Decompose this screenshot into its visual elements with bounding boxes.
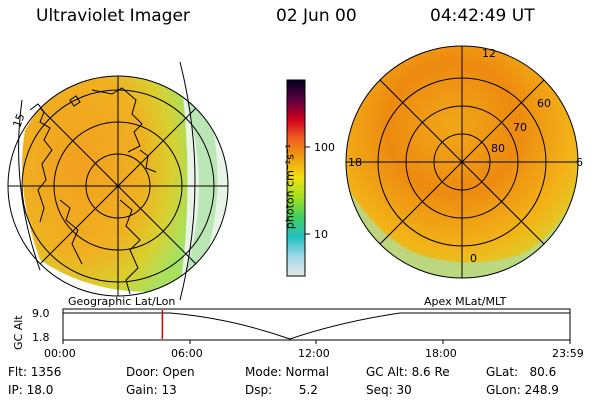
time-label: 04:42:49 UT	[430, 6, 535, 26]
geo-latitude: GLat: 80.6	[486, 365, 557, 379]
coastlines	[29, 87, 157, 295]
mlt-label-6: 6	[576, 156, 583, 169]
mlat-label-70: 70	[513, 121, 527, 134]
mode-value: Mode: Normal	[245, 365, 329, 379]
mlt-label-12: 12	[482, 47, 496, 60]
geographic-caption: Geographic Lat/Lon	[68, 295, 176, 308]
nightside-speckle	[346, 185, 578, 278]
colorbar-tick-10: 10	[314, 228, 328, 241]
mlat-label-80: 80	[491, 142, 505, 155]
door-status: Door: Open	[126, 365, 195, 379]
sequence-number: Seq: 30	[366, 383, 412, 397]
time-tick-1200: 12:00	[298, 347, 330, 360]
time-tick-0000: 00:00	[44, 347, 76, 360]
gain-value: Gain: 13	[126, 383, 177, 397]
time-tick-0600: 06:00	[171, 347, 203, 360]
time-tick-1800: 18:00	[425, 347, 457, 360]
apex-caption: Apex MLat/MLT	[424, 295, 507, 308]
alt-tick-9: 9.0	[32, 307, 50, 320]
app-title: Ultraviolet Imager	[36, 6, 190, 26]
ip-value: IP: 18.0	[8, 383, 54, 397]
mlt-label-18: 18	[348, 156, 362, 169]
mlt-label-0: 0	[470, 252, 477, 265]
dayside-emission	[22, 76, 188, 292]
altitude-axis-label: GC Alt	[12, 315, 25, 350]
dsp-value: Dsp: 5.2	[245, 383, 318, 397]
alt-tick-1-8: 1.8	[32, 331, 50, 344]
colorbar-tick-100: 100	[314, 141, 335, 154]
gc-altitude: GC Alt: 8.6 Re	[366, 365, 450, 379]
latlon-grid	[7, 61, 229, 301]
geo-longitude: GLon: 248.9	[486, 383, 559, 397]
time-tick-2359: 23:59	[552, 347, 584, 360]
mlat-label-60: 60	[537, 97, 551, 110]
mlat-grid	[345, 45, 579, 279]
flight-number: Flt: 1356	[8, 365, 62, 379]
date-label: 02 Jun 00	[276, 6, 357, 26]
